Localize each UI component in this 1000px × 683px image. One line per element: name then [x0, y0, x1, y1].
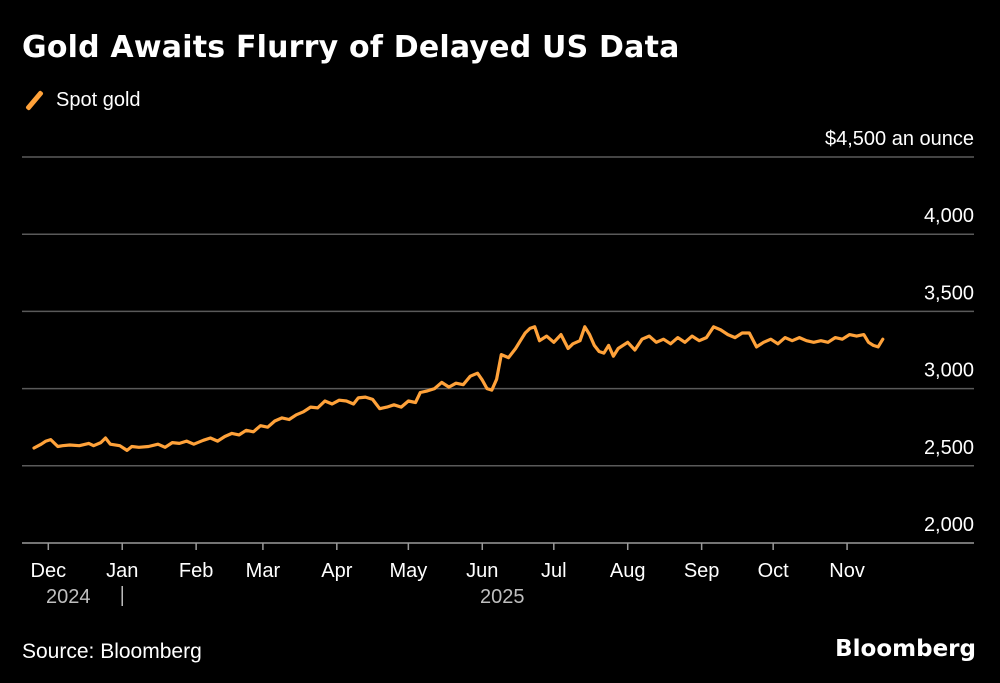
brand-logo: Bloomberg	[835, 636, 976, 662]
y-tick-label: 3,500	[924, 282, 974, 304]
x-tick-label: Aug	[610, 560, 646, 582]
source-note: Source: Bloomberg	[22, 640, 202, 663]
legend: Spot gold	[24, 86, 141, 114]
x-tick-label: Jan	[106, 560, 138, 582]
y-tick-label: 4,000	[924, 205, 974, 227]
x-tick-label: Nov	[829, 560, 865, 582]
legend-label: Spot gold	[56, 88, 141, 111]
y-axis-ticks: $4,500 an ounce 4,000 3,500 3,000 2,500 2,000	[825, 128, 974, 536]
x-tick-label: Feb	[179, 560, 213, 582]
x-tick-label: Jul	[541, 560, 567, 582]
year-label: 2024	[46, 586, 91, 608]
x-tick-label: Mar	[246, 560, 281, 582]
y-tick-label: 3,000	[924, 360, 974, 382]
x-tick-label: Jun	[466, 560, 498, 582]
gridlines	[22, 156, 974, 544]
x-tick-label: Oct	[758, 560, 790, 582]
chart-title: Gold Awaits Flurry of Delayed US Data	[22, 30, 680, 65]
x-axis: Dec Jan Feb Mar Apr May Jun Jul Aug Sep Oct Nov 2024…	[31, 543, 865, 608]
x-tick-label: Sep	[684, 560, 720, 582]
series-layer	[32, 325, 885, 452]
series-line-spot-gold	[32, 325, 885, 452]
y-tick-label: 2,000	[924, 514, 974, 536]
y-tick-label: $4,500 an ounce	[825, 128, 974, 150]
x-tick-label: Dec	[31, 560, 67, 582]
y-tick-label: 2,500	[924, 437, 974, 459]
x-tick-label: Apr	[321, 560, 352, 582]
year-label: 2025	[480, 586, 525, 608]
x-tick-label: May	[389, 560, 427, 582]
